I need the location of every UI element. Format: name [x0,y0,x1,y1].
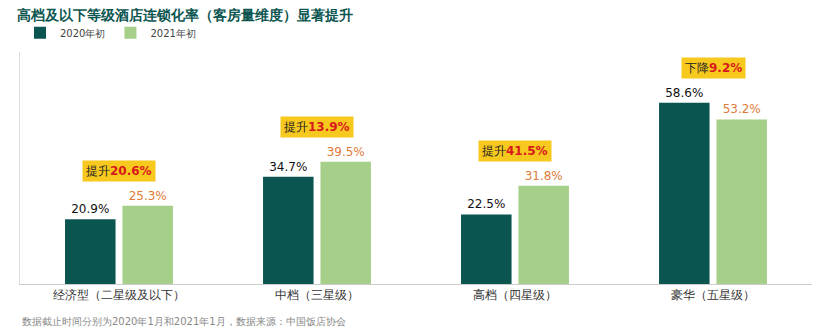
svg-text:数据截止时间分别为2020年1月和2021年1月，数据来源：: 数据截止时间分别为2020年1月和2021年1月，数据来源：中国饭店协会 [22,316,346,327]
svg-text:2020年初: 2020年初 [60,28,105,39]
svg-text:2021年初: 2021年初 [150,28,195,39]
svg-text:25.3%: 25.3% [129,189,167,203]
svg-text:经济型（二星级及以下）: 经济型（二星级及以下） [53,288,185,302]
svg-text:中档（三星级）: 中档（三星级） [275,288,359,302]
svg-text:31.8%: 31.8% [525,169,563,183]
svg-text:58.6%: 58.6% [665,86,703,100]
svg-text:高档（四星级）: 高档（四星级） [473,288,557,302]
svg-text:提升13.9%: 提升13.9% [284,120,350,134]
svg-text:提升41.5%: 提升41.5% [482,144,548,158]
svg-text:豪华（五星级）: 豪华（五星级） [671,288,755,302]
svg-text:39.5%: 39.5% [327,145,365,159]
svg-text:高档及以下等级酒店连锁化率（客房量维度）显著提升: 高档及以下等级酒店连锁化率（客房量维度）显著提升 [17,7,353,23]
svg-text:22.5%: 22.5% [467,197,505,211]
svg-text:20.9%: 20.9% [71,202,109,216]
svg-text:提升20.6%: 提升20.6% [86,164,152,178]
svg-text:53.2%: 53.2% [723,102,761,116]
svg-text:34.7%: 34.7% [269,160,307,174]
svg-text:下降9.2%: 下降9.2% [685,61,742,75]
